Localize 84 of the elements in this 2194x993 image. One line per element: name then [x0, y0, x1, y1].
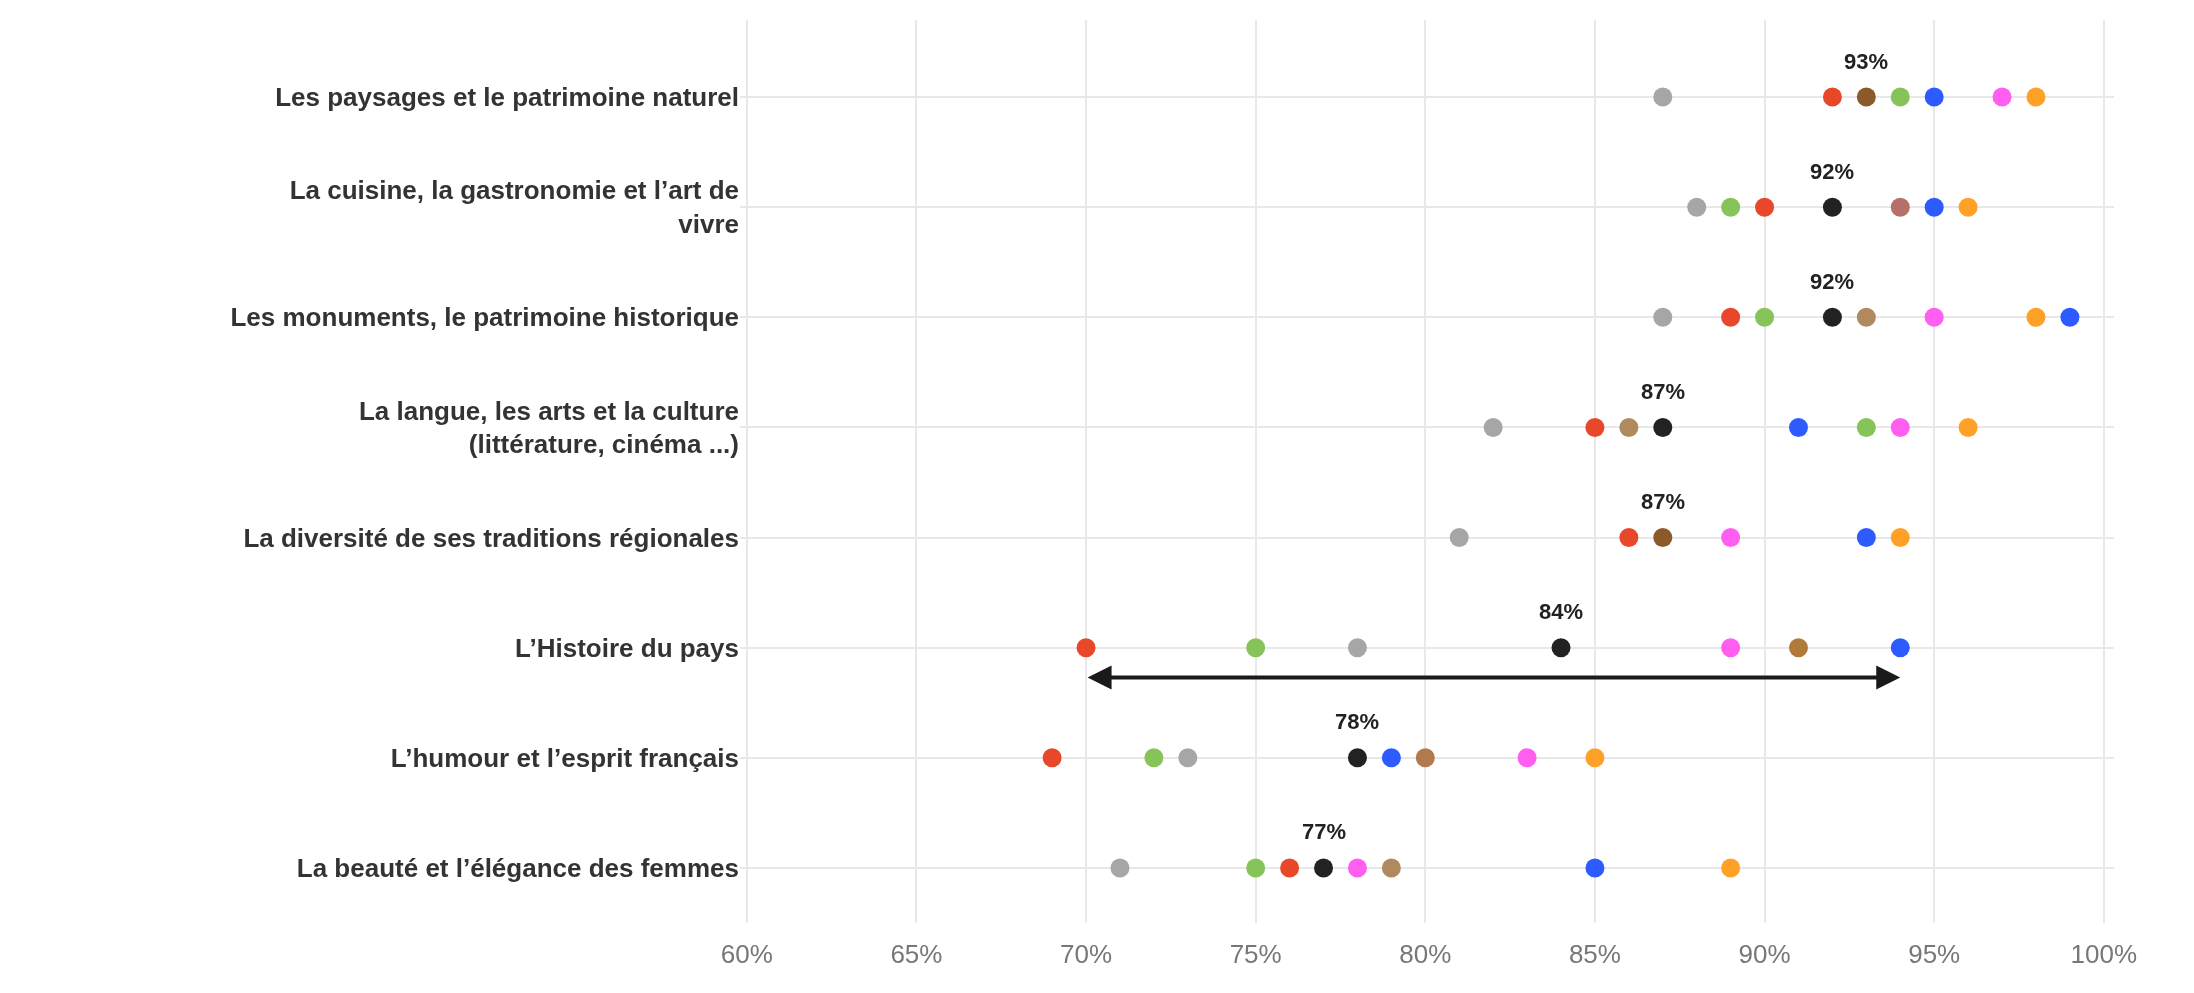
point: [1856, 307, 1876, 327]
point: [2026, 87, 2046, 107]
point: [1178, 748, 1198, 768]
x-tick-label: 80%: [1399, 939, 1452, 970]
y-tick-label: La diversité de ses traditions régionales: [243, 522, 739, 553]
point: [1755, 197, 1775, 217]
point: [1415, 748, 1435, 768]
point: [1483, 417, 1503, 437]
annotation: 92%: [1810, 159, 1855, 184]
point: [2060, 307, 2080, 327]
point: [1381, 858, 1401, 878]
point: [1721, 197, 1741, 217]
y-tick-label: L’Histoire du pays: [515, 632, 739, 663]
point: [1924, 307, 1944, 327]
point: [1653, 307, 1673, 327]
point: [1619, 417, 1639, 437]
point: [1958, 417, 1978, 437]
point: [1721, 858, 1741, 878]
point: [1890, 197, 1910, 217]
point: [2026, 307, 2046, 327]
point: [1992, 87, 2012, 107]
y-tick-label: Les paysages et le patrimoine naturel: [275, 82, 739, 113]
point: [1042, 748, 1062, 768]
annotation: 87%: [1641, 379, 1686, 404]
point: [1890, 528, 1910, 548]
y-tick-label: La langue, les arts et la culture (littérature, cinéma ...): [358, 395, 739, 460]
point: [1856, 417, 1876, 437]
point: [1856, 528, 1876, 548]
point: [1381, 748, 1401, 768]
point: [1246, 638, 1266, 658]
point: [1789, 638, 1808, 658]
point: [1721, 528, 1741, 548]
annotation: 93%: [1844, 49, 1889, 74]
point: [1789, 417, 1808, 437]
x-tick-label: 90%: [1738, 939, 1791, 970]
point: [1110, 858, 1130, 878]
y-tick-label: La beauté et l’élégance des femmes: [296, 853, 739, 884]
annotation: 78%: [1335, 709, 1380, 734]
x-tick-label: 70%: [1060, 939, 1113, 970]
point: [1653, 528, 1673, 548]
annotation: 92%: [1810, 269, 1855, 294]
point: [1721, 307, 1741, 327]
point: [1721, 638, 1741, 658]
point: [1822, 87, 1842, 107]
x-tick-label: 65%: [890, 939, 943, 970]
point: [1551, 638, 1571, 658]
point: [1144, 748, 1164, 768]
x-tick-label: 95%: [1908, 939, 1961, 970]
point: [1755, 307, 1775, 327]
point: [1890, 638, 1910, 658]
point: [1347, 748, 1367, 768]
point: [1924, 87, 1944, 107]
x-tick-label: 75%: [1229, 939, 1282, 970]
point: [1619, 528, 1639, 548]
x-tick-label: 100%: [2070, 939, 2138, 970]
point: [1822, 197, 1842, 217]
point: [1653, 87, 1673, 107]
point: [1856, 87, 1876, 107]
y-tick-label: Les monuments, le patrimoine historique: [230, 302, 739, 333]
point: [1890, 87, 1910, 107]
point: [1347, 858, 1367, 878]
point: [1246, 858, 1266, 878]
point: [1347, 638, 1367, 658]
x-tick-label: 85%: [1568, 939, 1621, 970]
point: [1585, 417, 1605, 437]
y-tick-label: La cuisine, la gastronomie et l’art de vivre: [289, 175, 739, 240]
point: [1517, 748, 1537, 768]
point: [1314, 858, 1334, 878]
point: [1653, 417, 1673, 437]
annotation: 87%: [1641, 489, 1686, 514]
annotation: 84%: [1539, 599, 1584, 624]
point: [1687, 197, 1707, 217]
point: [1449, 528, 1469, 548]
point: [1822, 307, 1842, 327]
point: [1076, 638, 1096, 658]
point: [1280, 858, 1300, 878]
point: [1890, 417, 1910, 437]
point: [1924, 197, 1944, 217]
point: [1958, 197, 1978, 217]
point: [1585, 858, 1605, 878]
x-tick-label: 60%: [720, 939, 773, 970]
y-tick-label: L’humour et l’esprit français: [390, 742, 739, 773]
annotation: 77%: [1302, 819, 1347, 844]
point: [1585, 748, 1605, 768]
